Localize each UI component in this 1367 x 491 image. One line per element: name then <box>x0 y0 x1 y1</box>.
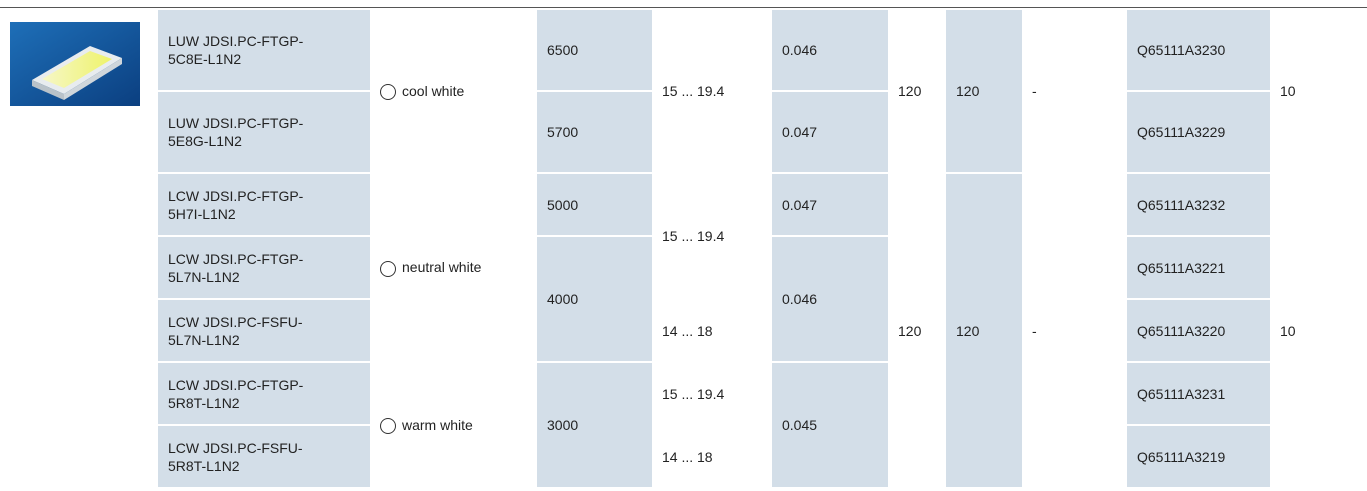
text: LCW JDSI.PC-FSFU- <box>168 313 303 330</box>
angle: 120 <box>888 172 946 487</box>
color: cool white <box>370 8 537 172</box>
part-number: LUW JDSI.PC-FTGP- 5E8G-L1N2 <box>158 90 370 172</box>
order-number: Q65111A3219 <box>1127 424 1270 487</box>
color-temp: 5000 <box>537 172 652 235</box>
text: 5L7N-L1N2 <box>168 331 240 348</box>
quantity: 10 <box>1270 172 1367 487</box>
part-number: LCW JDSI.PC-FTGP- 5L7N-L1N2 <box>158 235 370 298</box>
part-number: LCW JDSI.PC-FSFU- 5L7N-L1N2 <box>158 298 370 361</box>
text: 5R8T-L1N2 <box>168 394 240 411</box>
value: 0.045 <box>772 361 888 487</box>
text: cool white <box>402 82 465 99</box>
value: 0.046 <box>772 235 888 361</box>
color-temp: 5700 <box>537 90 652 172</box>
part-number: LCW JDSI.PC-FSFU- 5R8T-L1N2 <box>158 424 370 487</box>
order-number: Q65111A3230 <box>1127 8 1270 90</box>
range: 14 ... 18 <box>652 298 772 361</box>
text: 5R8T-L1N2 <box>168 457 240 474</box>
text: LCW JDSI.PC-FTGP- <box>168 376 304 393</box>
dash: - <box>1022 8 1127 172</box>
range: 15 ... 19.4 <box>652 361 772 424</box>
product-image <box>10 22 140 106</box>
part-number: LCW JDSI.PC-FTGP- 5H7I-L1N2 <box>158 172 370 235</box>
value: 0.047 <box>772 172 888 235</box>
top-rule <box>0 7 1367 8</box>
color: warm white <box>370 361 537 487</box>
text: LUW JDSI.PC-FTGP- <box>168 33 304 49</box>
text: 5L7N-L1N2 <box>168 268 240 285</box>
part-number: LUW JDSI.PC-FTGP- 5C8E-L1N2 <box>158 8 370 90</box>
range: 14 ... 18 <box>652 424 772 487</box>
dash: - <box>1022 172 1127 487</box>
angle: 120 <box>946 172 1022 487</box>
angle: 120 <box>946 8 1022 172</box>
order-number: Q65111A3232 <box>1127 172 1270 235</box>
text: LCW JDSI.PC-FTGP- <box>168 187 304 204</box>
text: neutral white <box>402 259 482 276</box>
part-number: LCW JDSI.PC-FTGP- 5R8T-L1N2 <box>158 361 370 424</box>
order-number: Q65111A3231 <box>1127 361 1270 424</box>
angle: 120 <box>888 8 946 172</box>
text: LUW JDSI.PC-FTGP- <box>168 115 304 131</box>
color-temp: 3000 <box>537 361 652 487</box>
quantity: 10 <box>1270 8 1367 172</box>
order-number: Q65111A3221 <box>1127 235 1270 298</box>
text: LCW JDSI.PC-FSFU- <box>168 439 303 456</box>
text: warm white <box>402 416 473 433</box>
order-number: Q65111A3220 <box>1127 298 1270 361</box>
text: 5C8E-L1N2 <box>168 51 242 67</box>
text: 5H7I-L1N2 <box>168 205 236 222</box>
value: 0.047 <box>772 90 888 172</box>
color-temp: 4000 <box>537 235 652 361</box>
product-table: LUW JDSI.PC-FTGP- 5C8E-L1N2 cool white 65… <box>158 8 1367 487</box>
color: neutral white <box>370 172 537 361</box>
text: 5E8G-L1N2 <box>168 133 242 149</box>
order-number: Q65111A3229 <box>1127 90 1270 172</box>
text: LCW JDSI.PC-FTGP- <box>168 250 304 267</box>
range: 15 ... 19.4 <box>652 8 772 172</box>
color-temp: 6500 <box>537 8 652 90</box>
value: 0.046 <box>772 8 888 90</box>
range: 15 ... 19.4 <box>652 172 772 298</box>
